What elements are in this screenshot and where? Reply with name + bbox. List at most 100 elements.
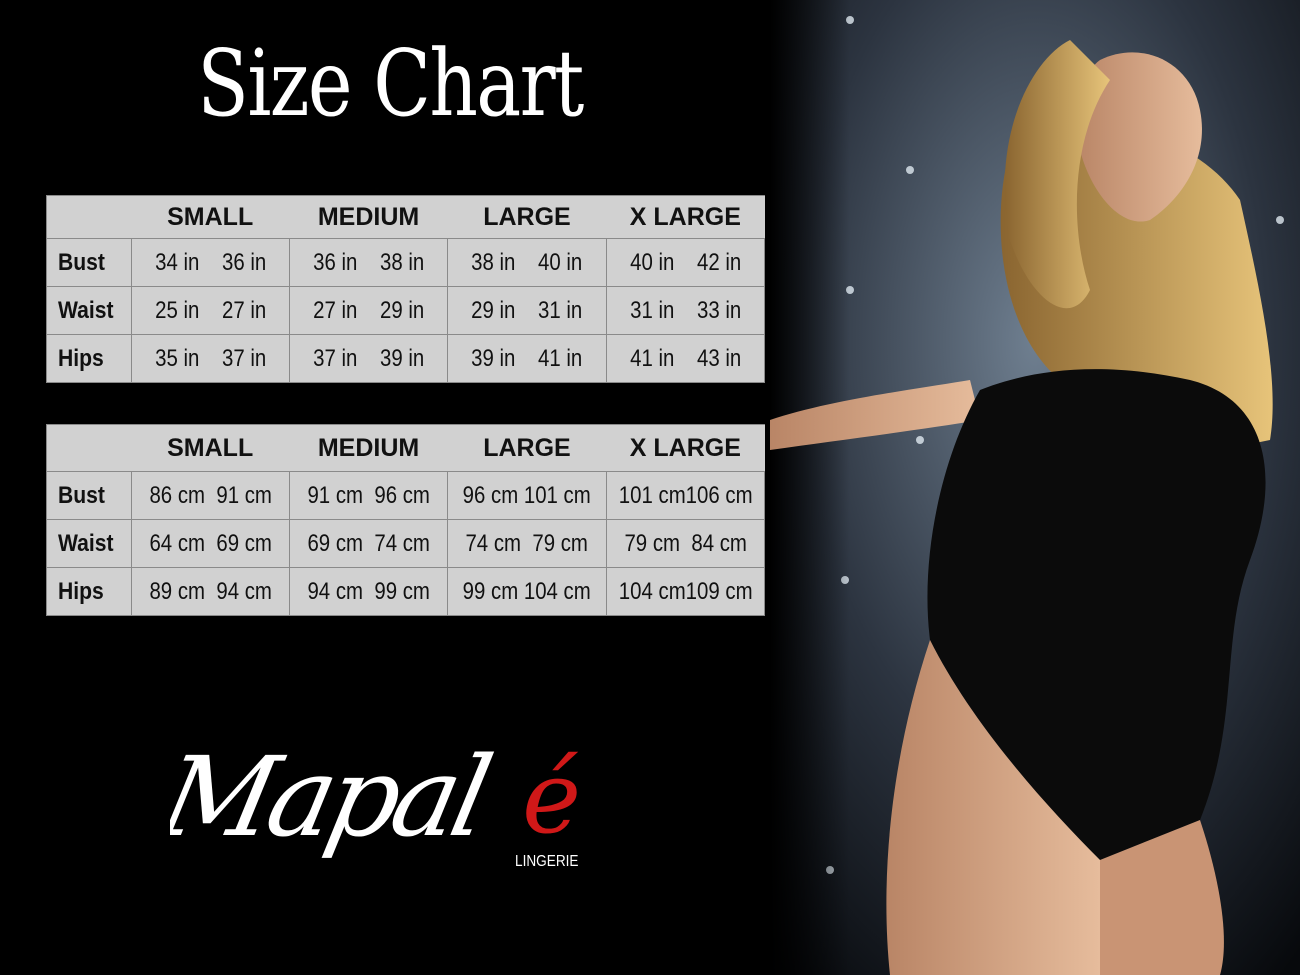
max-value: 43 in <box>696 344 741 372</box>
min-value: 39 in <box>471 344 516 372</box>
size-header: X LARGE <box>606 424 765 472</box>
size-header: X LARGE <box>606 195 765 239</box>
min-value: 69 cm <box>307 529 363 557</box>
size-range-cell: 91 cm 96 cm <box>288 471 449 520</box>
min-value: 35 in <box>154 344 199 372</box>
min-value: 91 cm <box>307 481 363 509</box>
size-table-cm: SMALL MEDIUM LARGE X LARGE Bust 86 cm 91 cm 91 … <box>46 424 766 616</box>
min-value: 25 in <box>154 296 199 324</box>
size-range-cell: 31 in 33 in <box>605 286 766 335</box>
size-range-cell: 89 cm 94 cm <box>130 567 290 616</box>
max-value: 36 in <box>221 248 266 276</box>
measurement-row: Waist 25 in 27 in 27 in 29 in 29 in 31 in 31 in… <box>46 286 766 335</box>
size-header: LARGE <box>447 424 607 472</box>
size-range-cell: 36 in 38 in <box>288 238 449 287</box>
measurement-label: Hips <box>46 334 122 383</box>
size-range-cell: 41 in 43 in <box>605 334 766 383</box>
size-range-cell: 25 in 27 in <box>130 286 290 335</box>
measurement-label: Waist <box>46 286 122 335</box>
max-value: 33 in <box>696 296 741 324</box>
size-range-cell: 104 cm 109 cm <box>605 567 766 616</box>
brand-tagline: LINGERIE <box>515 853 579 870</box>
max-value: 94 cm <box>215 577 272 605</box>
max-value: 42 in <box>696 248 741 276</box>
size-range-cell: 101 cm 106 cm <box>605 471 766 520</box>
size-header-row: SMALL MEDIUM LARGE X LARGE <box>46 195 765 239</box>
min-value: 36 in <box>312 248 358 276</box>
max-value: 79 cm <box>532 529 589 557</box>
min-value: 89 cm <box>148 577 205 605</box>
max-value: 27 in <box>221 296 266 324</box>
min-value: 94 cm <box>307 577 363 605</box>
max-value: 40 in <box>538 248 583 276</box>
min-value: 38 in <box>471 248 516 276</box>
min-value: 64 cm <box>148 529 205 557</box>
size-range-cell: 29 in 31 in <box>447 286 607 335</box>
size-range-cell: 34 in 36 in <box>130 238 290 287</box>
max-value: 84 cm <box>690 529 747 557</box>
size-header-row: SMALL MEDIUM LARGE X LARGE <box>46 424 765 472</box>
measurement-row: Bust 86 cm 91 cm 91 cm 96 cm 96 cm 101 cm 101 c… <box>46 471 766 520</box>
max-value: 96 cm <box>374 481 430 509</box>
size-header: LARGE <box>447 195 607 239</box>
header-blank <box>46 195 131 239</box>
max-value: 74 cm <box>374 529 430 557</box>
size-range-cell: 40 in 42 in <box>605 238 766 287</box>
measurement-label: Waist <box>46 519 122 568</box>
max-value: 37 in <box>221 344 266 372</box>
min-value: 104 cm <box>618 577 686 605</box>
size-range-cell: 69 cm 74 cm <box>288 519 449 568</box>
page-title: Size Chart <box>197 30 584 137</box>
size-range-cell: 27 in 29 in <box>288 286 449 335</box>
size-range-cell: 94 cm 99 cm <box>288 567 449 616</box>
size-header: MEDIUM <box>289 424 448 472</box>
min-value: 40 in <box>629 248 674 276</box>
max-value: 91 cm <box>215 481 272 509</box>
size-range-cell: 39 in 41 in <box>447 334 607 383</box>
header-blank <box>46 424 131 472</box>
max-value: 29 in <box>379 296 425 324</box>
model-photo <box>770 0 1300 975</box>
measurement-label: Bust <box>46 238 122 287</box>
svg-text:é: é <box>522 739 581 856</box>
min-value: 41 in <box>629 344 674 372</box>
max-value: 31 in <box>538 296 583 324</box>
svg-text:Mapal: Mapal <box>170 734 499 862</box>
min-value: 29 in <box>471 296 516 324</box>
size-range-cell: 96 cm 101 cm <box>447 471 607 520</box>
max-value: 109 cm <box>685 577 753 605</box>
size-range-cell: 79 cm 84 cm <box>605 519 766 568</box>
measurement-row: Waist 64 cm 69 cm 69 cm 74 cm 74 cm 79 cm 79 cm… <box>46 519 766 568</box>
min-value: 79 cm <box>624 529 680 557</box>
size-range-cell: 74 cm 79 cm <box>447 519 607 568</box>
size-header: SMALL <box>131 424 290 472</box>
max-value: 99 cm <box>374 577 430 605</box>
size-range-cell: 64 cm 69 cm <box>130 519 290 568</box>
max-value: 41 in <box>538 344 583 372</box>
min-value: 27 in <box>312 296 358 324</box>
max-value: 69 cm <box>215 529 272 557</box>
min-value: 86 cm <box>148 481 205 509</box>
measurement-label: Hips <box>46 567 122 616</box>
min-value: 96 cm <box>462 481 519 509</box>
measurement-row: Hips 35 in 37 in 37 in 39 in 39 in 41 in 41 in 4… <box>46 334 766 383</box>
size-header: SMALL <box>131 195 290 239</box>
max-value: 106 cm <box>685 481 753 509</box>
min-value: 34 in <box>154 248 199 276</box>
size-range-cell: 86 cm 91 cm <box>130 471 290 520</box>
min-value: 74 cm <box>465 529 522 557</box>
size-range-cell: 35 in 37 in <box>130 334 290 383</box>
min-value: 99 cm <box>462 577 519 605</box>
min-value: 31 in <box>629 296 674 324</box>
min-value: 101 cm <box>618 481 686 509</box>
size-range-cell: 37 in 39 in <box>288 334 449 383</box>
size-range-cell: 99 cm 104 cm <box>447 567 607 616</box>
mapale-logo: Mapal é <box>170 734 581 862</box>
measurement-label: Bust <box>46 471 122 520</box>
max-value: 101 cm <box>524 481 591 509</box>
min-value: 37 in <box>312 344 358 372</box>
size-range-cell: 38 in 40 in <box>447 238 607 287</box>
max-value: 39 in <box>379 344 425 372</box>
max-value: 38 in <box>379 248 425 276</box>
max-value: 104 cm <box>524 577 591 605</box>
